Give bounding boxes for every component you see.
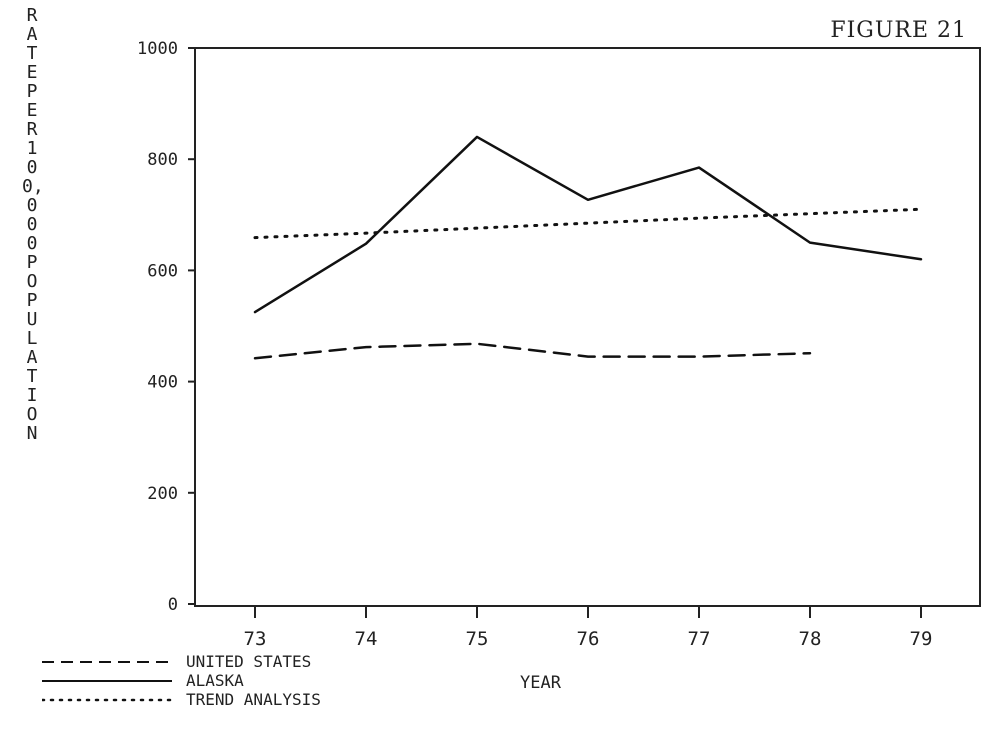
series-group — [253, 135, 923, 360]
figure-label: FIGURE 21 — [830, 18, 967, 43]
y-tick-label: 0 — [168, 595, 178, 615]
x-tick-label: 78 — [799, 628, 822, 650]
series-line-trend-analysis — [253, 207, 923, 240]
y-tick-label: 800 — [147, 150, 178, 170]
x-tick-label: 74 — [355, 628, 378, 650]
legend-item-trend-analysis: TREND ANALYSIS — [42, 690, 321, 709]
series-line-united-states — [253, 342, 812, 360]
x-axis-label: YEAR — [520, 673, 561, 693]
x-tick-label: 75 — [466, 628, 489, 650]
x-tick-label: 73 — [244, 628, 267, 650]
axis-ticks: 0 200 400 600 800 1000 73 74 75 76 77 78 79 — [137, 39, 932, 650]
y-axis-label: RATE PER 100,000 POPULATION — [22, 5, 49, 444]
legend-item-united-states: UNITED STATES — [42, 652, 321, 671]
y-tick-label: 200 — [147, 484, 178, 504]
y-tick-label: 400 — [147, 373, 178, 393]
legend-swatch-dashed — [42, 660, 172, 663]
legend-item-alaska: ALASKA — [42, 671, 321, 690]
x-tick-label: 76 — [577, 628, 600, 650]
x-tick-label: 77 — [688, 628, 711, 650]
y-tick-label: 600 — [147, 261, 178, 281]
legend: UNITED STATES ALASKA TREND ANALYSIS — [42, 652, 321, 709]
x-tick-label: 79 — [910, 628, 933, 650]
legend-label: UNITED STATES — [186, 652, 312, 671]
series-line-alaska — [253, 135, 923, 314]
legend-swatch-dotted — [42, 698, 172, 701]
legend-label: ALASKA — [186, 671, 244, 690]
legend-swatch-solid — [42, 679, 172, 682]
y-tick-label: 1000 — [137, 39, 178, 59]
plot-frame — [194, 47, 981, 607]
legend-label: TREND ANALYSIS — [186, 690, 321, 709]
